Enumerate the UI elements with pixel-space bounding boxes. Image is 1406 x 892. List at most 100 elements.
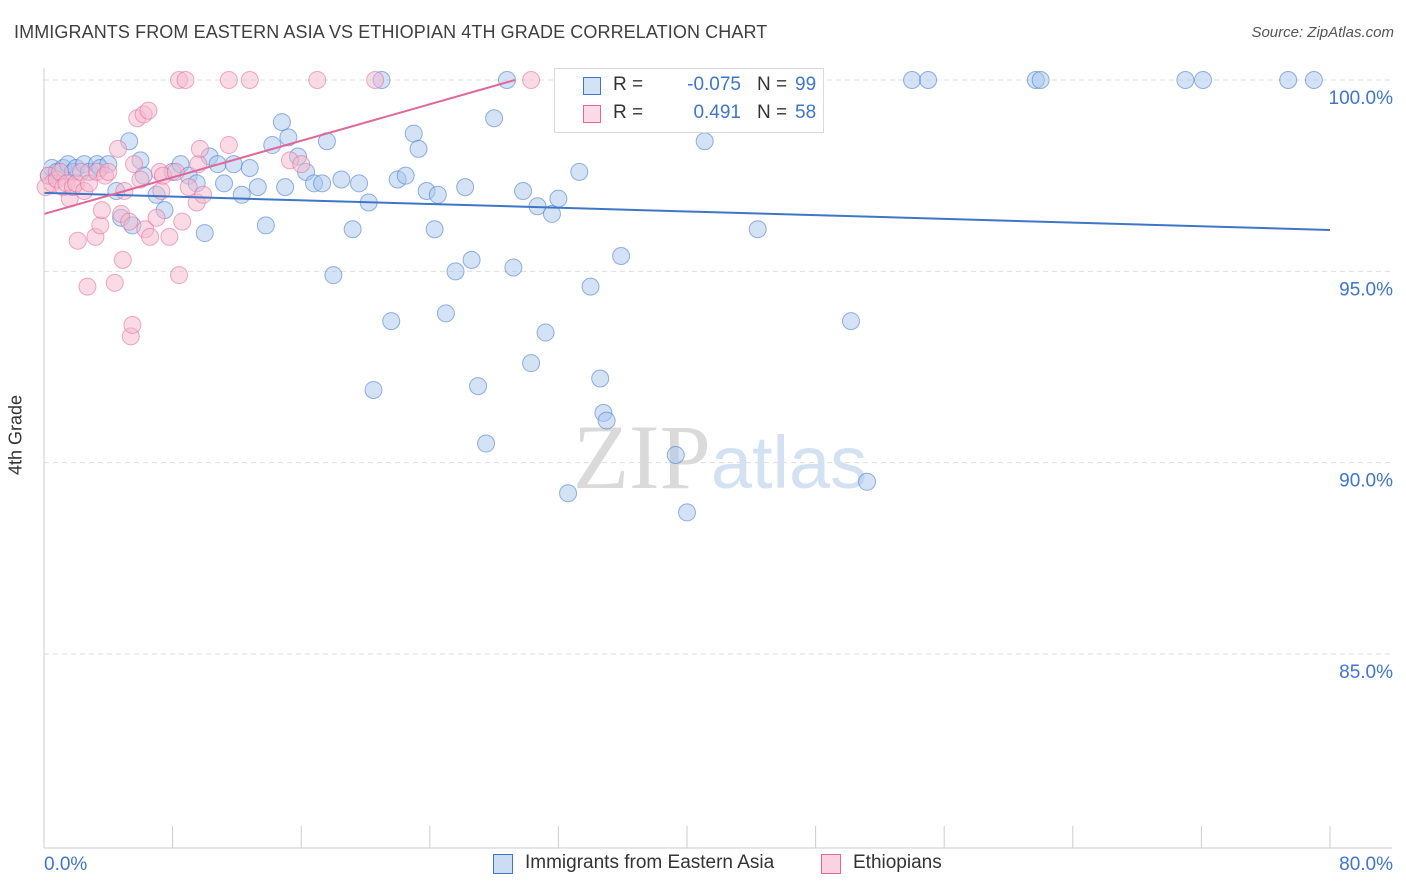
- y-axis-label: 4th Grade: [5, 394, 26, 475]
- data-point: [446, 262, 465, 281]
- legend-r-value: 0.491: [693, 102, 741, 123]
- data-point: [570, 162, 589, 181]
- data-point: [396, 166, 415, 185]
- data-point: [591, 369, 610, 388]
- data-point: [1176, 71, 1195, 89]
- data-point: [1031, 71, 1050, 89]
- x-tick-label: 0.0%: [44, 854, 87, 875]
- y-tick-label: 85.0%: [1339, 662, 1393, 683]
- grid-layer: 85.0% 90.0% 95.0% 100.0%: [44, 79, 1394, 683]
- data-point: [113, 250, 132, 269]
- data-point: [256, 216, 275, 235]
- data-point: [219, 136, 238, 155]
- data-point: [232, 185, 251, 204]
- data-point: [514, 181, 533, 200]
- data-point: [477, 434, 496, 453]
- data-point: [485, 109, 504, 128]
- data-point: [272, 113, 291, 132]
- data-point: [147, 208, 166, 227]
- y-tick-label: 100.0%: [1329, 88, 1394, 109]
- data-point: [1194, 71, 1213, 89]
- data-point: [522, 354, 541, 373]
- data-point: [542, 204, 561, 223]
- data-point: [549, 189, 568, 208]
- trend-line: [43, 191, 1331, 232]
- data-point: [428, 185, 447, 204]
- data-point: [858, 472, 877, 491]
- legend-r-label: R =: [613, 74, 644, 95]
- data-point: [78, 277, 97, 296]
- data-point: [215, 174, 234, 193]
- bottom-legend-swatch-blue: [493, 854, 513, 874]
- data-point: [469, 377, 488, 396]
- data-point: [194, 185, 213, 204]
- bottom-legend-swatch-pink: [821, 854, 841, 874]
- data-point: [160, 227, 179, 246]
- data-point: [404, 124, 423, 143]
- data-point: [91, 216, 110, 235]
- data-point: [292, 155, 311, 174]
- data-point: [522, 71, 541, 89]
- data-point: [504, 258, 523, 277]
- data-point: [462, 250, 481, 269]
- data-point: [841, 312, 860, 331]
- data-point: [919, 71, 938, 89]
- data-point: [141, 227, 160, 246]
- correlation-legend: R = -0.075 N = 99 R = 0.491 N = 58: [554, 68, 824, 133]
- data-point: [123, 315, 142, 334]
- data-point: [366, 71, 385, 89]
- data-point: [456, 178, 475, 197]
- x-tick-label: 80.0%: [1339, 854, 1393, 875]
- data-point: [324, 266, 343, 285]
- data-point: [597, 411, 616, 430]
- data-point: [176, 71, 195, 89]
- data-point: [125, 155, 144, 174]
- data-point: [748, 220, 767, 239]
- data-point: [179, 178, 198, 197]
- data-point: [364, 380, 383, 399]
- trend-line: [43, 79, 516, 215]
- data-point: [240, 71, 259, 89]
- data-point: [695, 132, 714, 151]
- legend-swatch-pink: [583, 105, 601, 123]
- axis-layer: 0.0% 80.0%: [43, 68, 1393, 875]
- data-point: [170, 266, 189, 285]
- data-point: [332, 170, 351, 189]
- data-point: [219, 71, 238, 89]
- trend-lines: [43, 79, 1331, 232]
- data-point: [195, 224, 214, 243]
- data-point: [612, 247, 631, 266]
- data-point: [248, 178, 267, 197]
- data-point: [581, 277, 600, 296]
- data-point: [308, 71, 327, 89]
- data-point: [1279, 71, 1298, 89]
- data-point: [279, 128, 298, 147]
- data-point: [536, 323, 555, 342]
- legend-r-label: R =: [613, 102, 644, 123]
- data-point: [190, 139, 209, 158]
- data-point: [99, 162, 118, 181]
- data-point: [903, 71, 922, 89]
- legend-swatch-blue: [583, 77, 601, 95]
- data-point: [276, 178, 295, 197]
- data-point: [131, 170, 150, 189]
- data-point: [68, 231, 87, 250]
- data-point: [139, 101, 158, 120]
- data-point: [678, 503, 696, 522]
- legend-r-value: -0.075: [687, 74, 741, 95]
- bottom-legend-label: Immigrants from Eastern Asia: [525, 852, 775, 873]
- data-point: [105, 273, 124, 292]
- legend-n-label: N =: [757, 102, 788, 123]
- data-point: [1304, 71, 1323, 89]
- data-point: [343, 220, 362, 239]
- data-point: [559, 484, 578, 503]
- data-point: [409, 139, 428, 158]
- legend-n-value: 58: [795, 102, 817, 123]
- data-point: [313, 174, 332, 193]
- data-point: [350, 174, 369, 193]
- y-tick-label: 95.0%: [1339, 279, 1393, 300]
- watermark: ZIPatlas: [573, 406, 867, 508]
- data-point: [436, 304, 455, 323]
- data-point: [173, 212, 192, 231]
